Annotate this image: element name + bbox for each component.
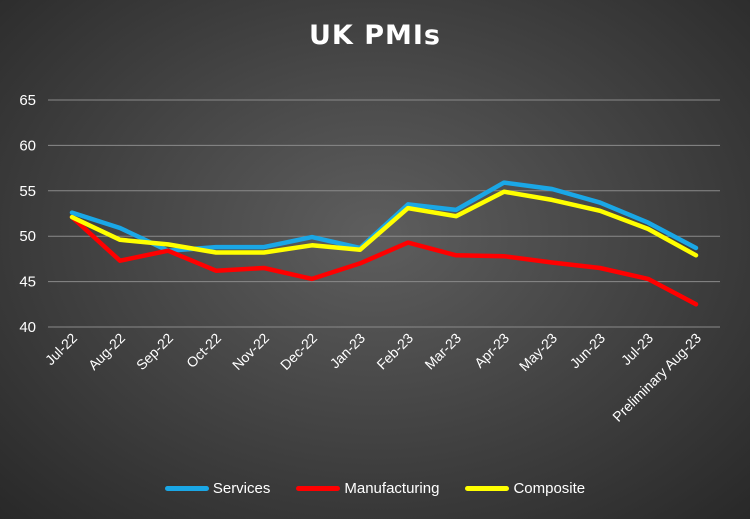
y-tick-label: 50 bbox=[19, 228, 36, 245]
x-tick-label: Jun-23 bbox=[567, 330, 609, 372]
series-line-services bbox=[69, 180, 699, 253]
x-tick-label: Preliminary Aug-23 bbox=[609, 330, 704, 425]
x-tick-label: Apr-23 bbox=[471, 330, 512, 371]
legend-label: Composite bbox=[513, 480, 586, 497]
legend-label: Services bbox=[212, 480, 271, 497]
x-tick-label: Mar-23 bbox=[421, 330, 464, 373]
x-tick-label: Jul-22 bbox=[42, 330, 80, 368]
series-line-manufacturing bbox=[69, 214, 699, 307]
chart-title: UK PMIs bbox=[308, 20, 442, 51]
x-tick-label: Jan-23 bbox=[327, 330, 369, 372]
x-tick-label: Aug-22 bbox=[85, 330, 128, 373]
y-tick-label: 40 bbox=[19, 319, 36, 336]
x-tick-label: Sep-22 bbox=[133, 330, 176, 373]
legend: Services Manufacturing Composite bbox=[0, 480, 750, 497]
series-line-composite bbox=[69, 189, 699, 258]
y-tick-label: 65 bbox=[19, 92, 36, 109]
x-tick-label: Dec-22 bbox=[277, 330, 320, 373]
legend-item-manufacturing: Manufacturing bbox=[296, 480, 439, 497]
legend-item-services: Services bbox=[164, 480, 271, 497]
legend-swatch bbox=[164, 486, 209, 491]
x-tick-label: Jul-23 bbox=[618, 330, 656, 368]
legend-item-composite: Composite bbox=[465, 480, 585, 497]
y-tick-label: 45 bbox=[19, 274, 36, 291]
x-tick-label: Feb-23 bbox=[373, 330, 416, 373]
x-tick-label: Nov-22 bbox=[229, 330, 272, 373]
y-tick-label: 60 bbox=[19, 137, 36, 154]
x-tick-label: May-23 bbox=[516, 330, 560, 374]
y-tick-label: 55 bbox=[19, 183, 36, 200]
legend-swatch bbox=[296, 486, 341, 491]
x-tick-label: Oct-22 bbox=[183, 330, 224, 371]
legend-swatch bbox=[465, 486, 510, 491]
legend-label: Manufacturing bbox=[344, 480, 440, 497]
